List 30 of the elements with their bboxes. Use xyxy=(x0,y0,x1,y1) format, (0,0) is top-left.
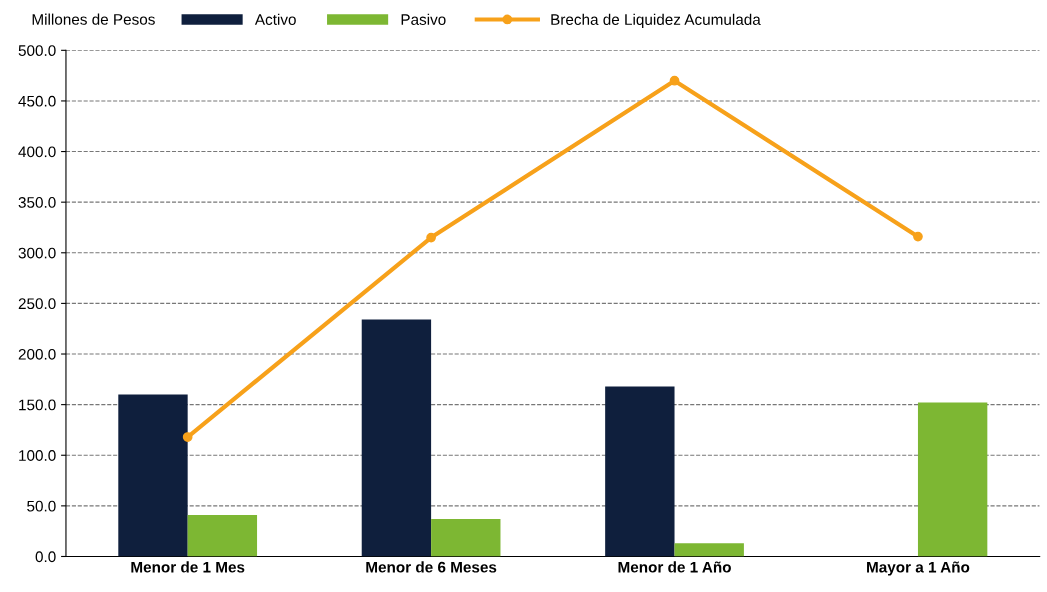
legend-label: Pasivo xyxy=(401,13,446,25)
y-tick-label: 400.0 xyxy=(18,146,56,158)
bar xyxy=(605,386,675,557)
x-tick-label: Menor de 1 Año xyxy=(618,561,731,573)
legend-label: Activo xyxy=(254,13,296,25)
y-tick-label: 250.0 xyxy=(18,298,56,310)
x-tick-label: Mayor a 1 Año xyxy=(867,561,970,576)
x-tick-label: Menor de 1 Mes xyxy=(131,561,245,573)
y-tick-label: 350.0 xyxy=(18,197,56,208)
bar xyxy=(118,394,188,557)
y-axis-title: Millones de Pesos xyxy=(32,13,155,25)
y-tick-label: 100.0 xyxy=(19,450,56,461)
bar xyxy=(361,319,432,557)
bar xyxy=(187,514,258,557)
y-tick-label: 450.0 xyxy=(18,95,56,107)
legend-label: Brecha de Liquidez Acumulada xyxy=(551,13,761,28)
x-tick-label: Menor de 6 Meses xyxy=(366,561,497,573)
point xyxy=(426,232,436,243)
y-tick-label: 50.0 xyxy=(27,500,56,512)
bar xyxy=(917,402,988,557)
point xyxy=(913,231,923,242)
point xyxy=(669,75,680,86)
y-tick-label: 500.0 xyxy=(18,45,56,57)
y-tick-label: 150.0 xyxy=(19,399,56,411)
y-tick-label: 0.0 xyxy=(35,551,56,563)
bar xyxy=(431,519,501,557)
y-tick-label: 200.0 xyxy=(18,348,56,360)
bar xyxy=(674,543,744,557)
point xyxy=(182,432,193,442)
y-tick-label: 300.0 xyxy=(18,247,56,259)
